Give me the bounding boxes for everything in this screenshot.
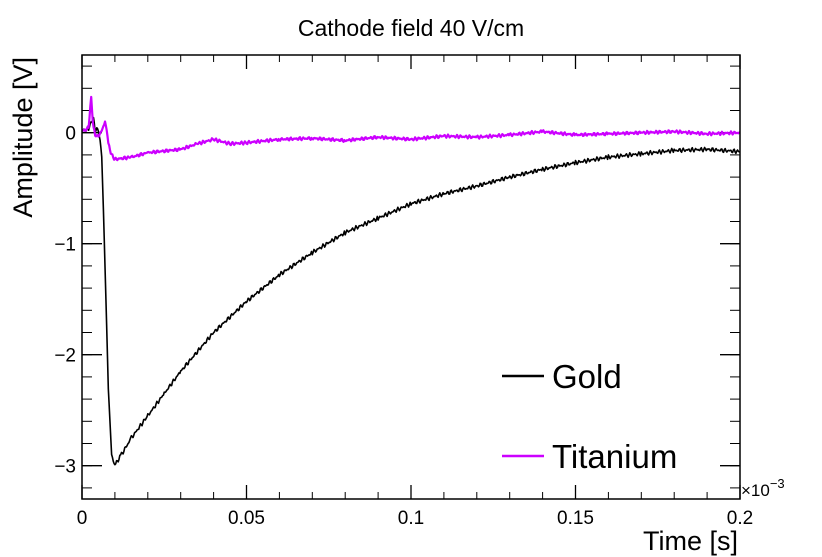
- y-tick-label: −1: [54, 235, 76, 256]
- plot-frame: [81, 54, 741, 500]
- x-axis-exponent: ×10−3: [741, 476, 785, 500]
- x-axis-exponent-base: ×10: [741, 481, 770, 500]
- x-tick-label: 0: [77, 508, 88, 529]
- y-axis-title: Amplitude [V]: [8, 57, 38, 218]
- legend: Gold Titanium: [502, 358, 677, 475]
- x-axis-exponent-power: −3: [770, 476, 785, 491]
- axis-tick-labels: 0 0.05 0.1 0.15 0.2 0 −1 −2 −3: [54, 124, 753, 529]
- series-line-titanium: [81, 95, 741, 162]
- x-tick-label: 0.15: [557, 508, 594, 529]
- y-tick-label: −2: [54, 346, 76, 367]
- series-line-gold: [81, 116, 741, 466]
- x-tick-label: 0.05: [228, 508, 265, 529]
- legend-label: Titanium: [552, 438, 677, 475]
- x-tick-label: 0.2: [727, 508, 753, 529]
- series-group: [81, 95, 741, 466]
- chart-title: Cathode field 40 V/cm: [298, 15, 524, 41]
- x-axis-title: Time [s]: [643, 526, 738, 556]
- legend-label: Gold: [552, 358, 622, 395]
- y-tick-label: 0: [65, 124, 76, 145]
- x-tick-label: 0.1: [398, 508, 424, 529]
- y-tick-label: −3: [54, 457, 76, 478]
